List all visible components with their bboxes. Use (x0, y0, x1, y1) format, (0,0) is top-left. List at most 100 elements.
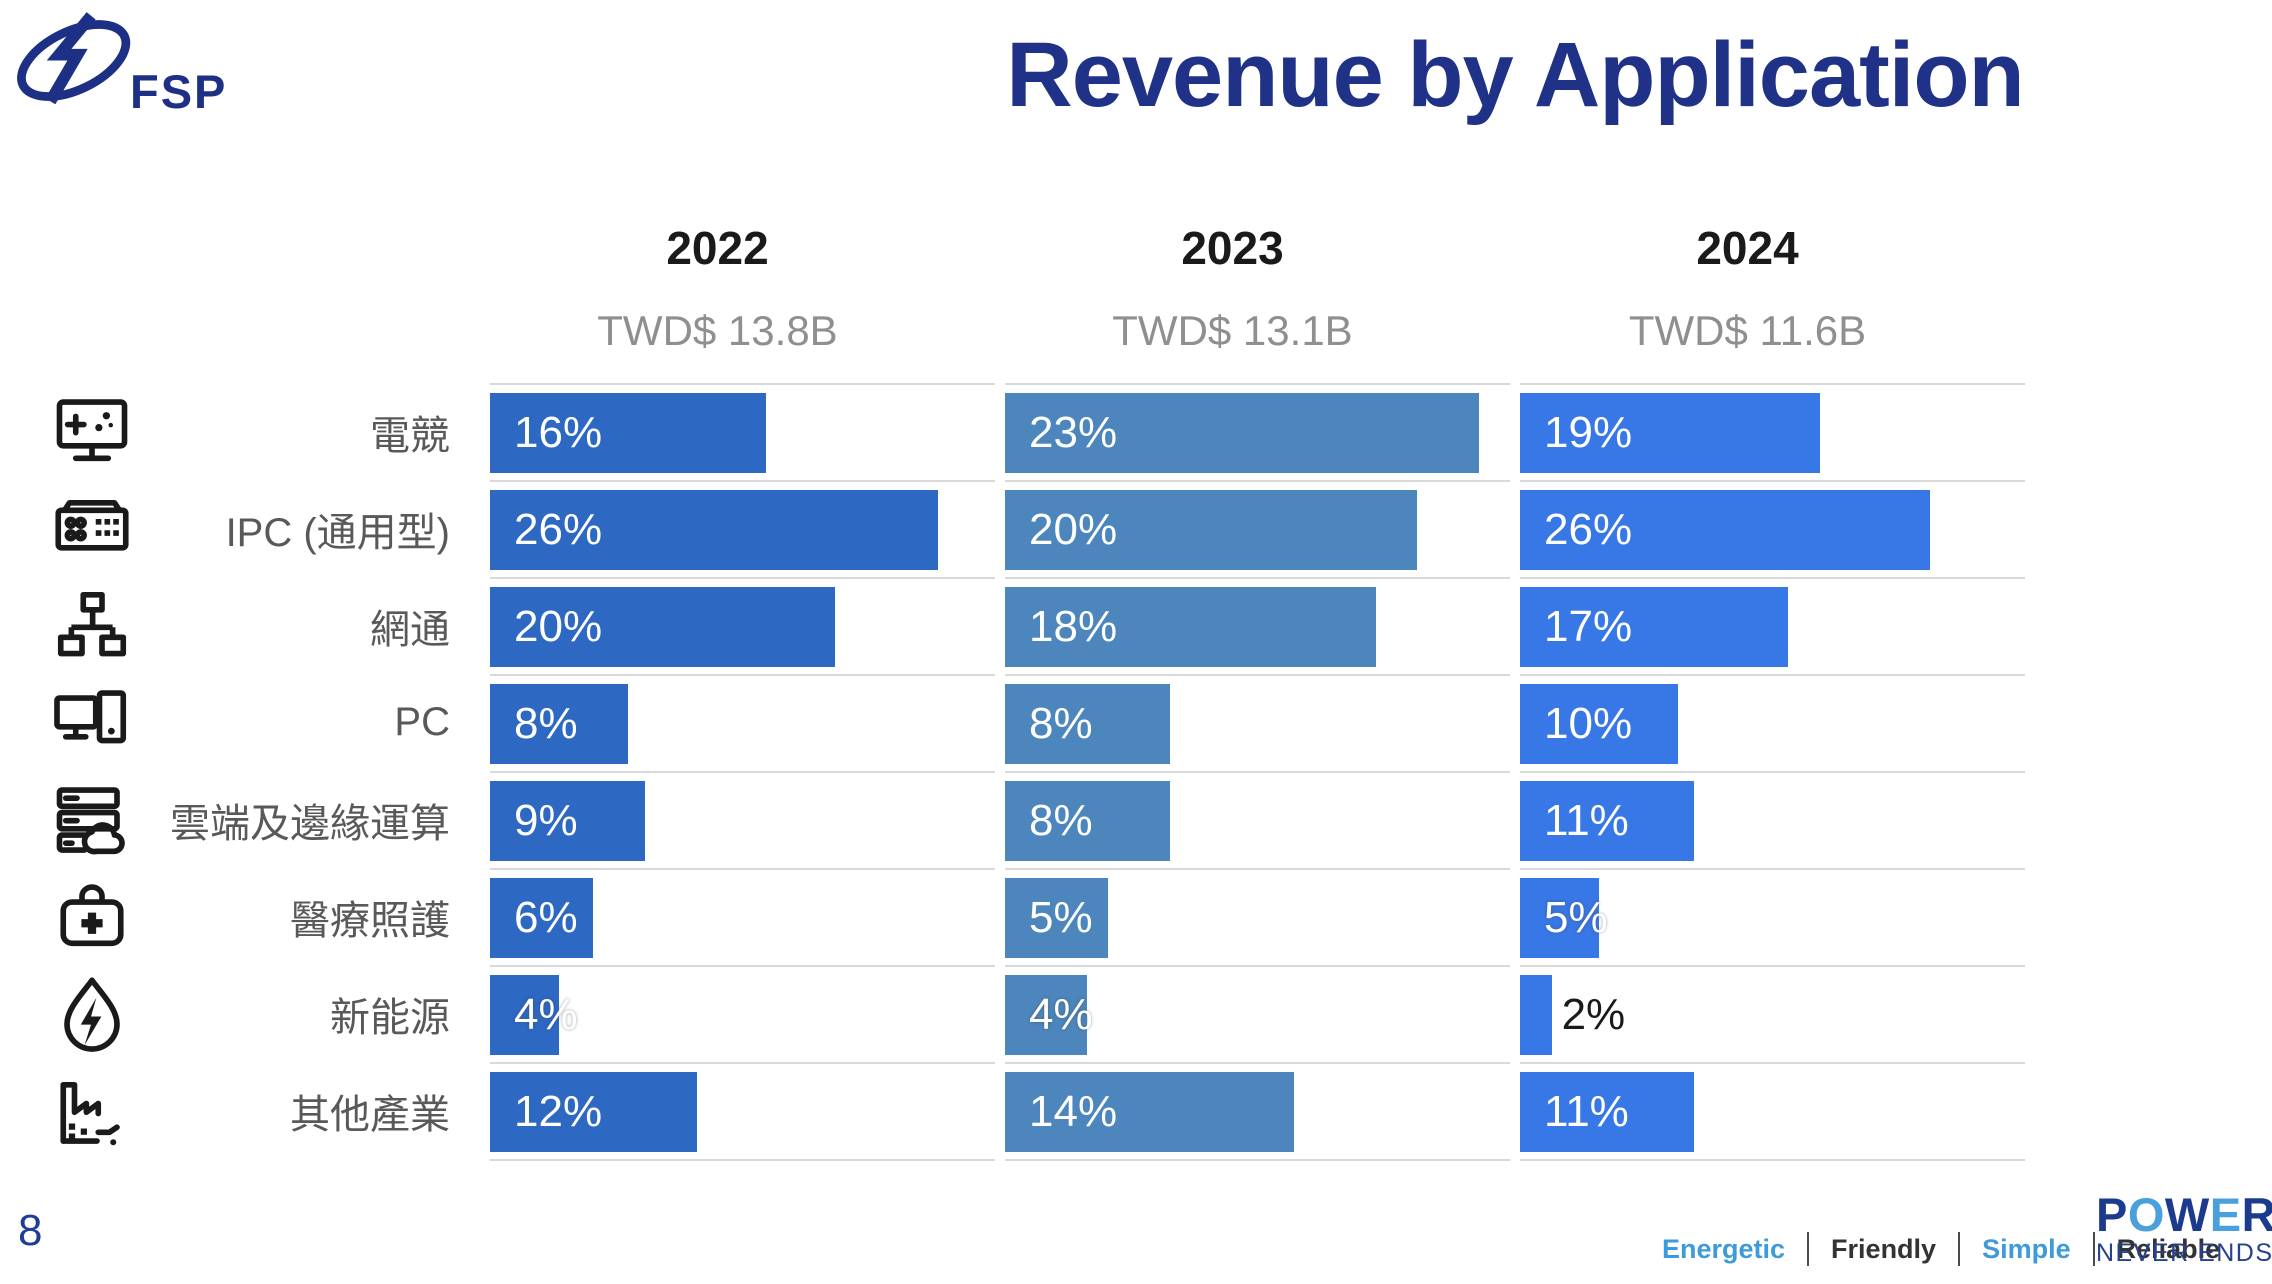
year-revenue: TWD$ 13.8B (597, 307, 838, 354)
bar-row: 11% (1520, 1062, 2025, 1159)
bar-value-label: 8% (514, 698, 578, 748)
category-label: 雲端及邊緣運算 (170, 801, 450, 846)
year-label: 2022 (666, 222, 769, 274)
footer-value-label: Reliable (2116, 1233, 2221, 1264)
new-energy-icon (52, 974, 132, 1054)
category-row: 醫療照護 (52, 868, 450, 965)
bar: 12% (490, 1071, 697, 1152)
category-row: 其他產業 (52, 1062, 450, 1159)
year-revenue: TWD$ 11.6B (1628, 307, 1867, 354)
category-row: PC (52, 674, 450, 771)
power-letter: E (2209, 1188, 2242, 1241)
bar-value-label: 26% (514, 504, 603, 554)
category-label: 新能源 (330, 995, 450, 1040)
bar-value-label: 6% (514, 892, 578, 942)
fsp-logo-text: FSP (130, 65, 228, 118)
year-header: 2024 TWD$ 11.6B (1495, 222, 2000, 356)
category-label: 網通 (370, 607, 450, 652)
bar: 14% (1005, 1071, 1294, 1152)
fsp-logo: FSP (8, 8, 258, 120)
bar-row: 8% (1005, 674, 1510, 771)
factory-icon (52, 1071, 132, 1151)
bar-row: 16% (490, 383, 995, 480)
bar: 10% (1520, 683, 1678, 764)
category-row: 雲端及邊緣運算 (52, 771, 450, 868)
bar-row: 23% (1005, 383, 1510, 480)
bar-row: 8% (490, 674, 995, 771)
category-label: 醫療照護 (290, 898, 450, 943)
footer-value-label: Friendly (1831, 1233, 1937, 1264)
category-row: 電競 (52, 383, 450, 480)
year-bar-track: 16% 26% 20% 8% 9% 6% 4% 12% (490, 383, 995, 1161)
bar-row: 19% (1520, 383, 2025, 480)
bar: 19% (1520, 392, 1820, 473)
category-row: IPC (通用型) (52, 480, 450, 577)
bar: 17% (1520, 586, 1789, 667)
bar-row: 20% (1005, 480, 1510, 577)
bar-value-label: 20% (514, 601, 603, 651)
bar: 5% (1005, 877, 1109, 958)
bar: 9% (490, 780, 646, 861)
footer-separator (1958, 1232, 1961, 1266)
bar-row: 10% (1520, 674, 2025, 771)
bar-row: 11% (1520, 771, 2025, 868)
ipc-icon (52, 489, 132, 569)
bar: 5% (1520, 877, 1608, 958)
bar: 16% (490, 392, 766, 473)
bar: 18% (1005, 586, 1377, 667)
bar: 8% (1005, 683, 1170, 764)
bar: 23% (1005, 392, 1480, 473)
bar-value-label: 5% (1029, 892, 1093, 942)
year-header: 2023 TWD$ 13.1B (980, 222, 1485, 356)
year-label: 2023 (1181, 222, 1284, 274)
power-never-ends-logo: POWER NEVER ENDS (2096, 1191, 2272, 1268)
bar (1520, 974, 1552, 1055)
year-label: 2024 (1696, 222, 1799, 274)
bar-value-label: 8% (1029, 698, 1093, 748)
bar-value-label: 11% (1544, 795, 1629, 845)
bar: 26% (490, 489, 939, 570)
bar-value-label: 18% (1029, 601, 1118, 651)
category-label: 其他產業 (290, 1092, 450, 1137)
bar: 20% (490, 586, 835, 667)
slide-title: Revenue by Application (1006, 24, 2024, 126)
footer-value-label: Simple (1982, 1233, 2071, 1264)
footer-separator (2092, 1232, 2095, 1266)
bar-value-label: 2% (1561, 989, 1626, 1039)
bar: 11% (1520, 780, 1694, 861)
bar-row: 4% (490, 965, 995, 1062)
category-label: IPC (通用型) (225, 510, 450, 555)
bar-row: 2% (1520, 965, 2025, 1062)
bar: 20% (1005, 489, 1418, 570)
bar-value-label: 17% (1544, 601, 1633, 651)
footer-value-label: Energetic (1662, 1233, 1786, 1264)
bar-row: 14% (1005, 1062, 1510, 1159)
bar-row: 4% (1005, 965, 1510, 1062)
bar: 11% (1520, 1071, 1694, 1152)
bar-value-label: 4% (514, 989, 578, 1039)
bar: 4% (490, 974, 578, 1055)
bar-value-label: 9% (514, 795, 578, 845)
bar-row: 5% (1005, 868, 1510, 965)
bar-value-label: 5% (1544, 892, 1608, 942)
year-bar-track: 19% 26% 17% 10% 11% 5% 2% 11% (1520, 383, 2025, 1161)
bar-value-label: 4% (1029, 989, 1093, 1039)
year-revenue: TWD$ 13.1B (1112, 307, 1353, 354)
category-row: 網通 (52, 577, 450, 674)
power-letter: O (2127, 1188, 2165, 1241)
bar-value-label: 11% (1544, 1086, 1629, 1136)
bar-row: 12% (490, 1062, 995, 1159)
bar-row: 20% (490, 577, 995, 674)
bar-row: 6% (490, 868, 995, 965)
fsp-logo-mark-icon (17, 12, 131, 105)
gaming-monitor-icon (52, 392, 132, 472)
bar-value-label: 20% (1029, 504, 1118, 554)
footer-values: Energetic Friendly Simple Reliable (1662, 1232, 2220, 1266)
bar: 6% (490, 877, 594, 958)
bar-row: 26% (1520, 480, 2025, 577)
year-header: 2022 TWD$ 13.8B (465, 222, 970, 356)
category-row: 新能源 (52, 965, 450, 1062)
bar-value-label: 14% (1029, 1086, 1118, 1136)
network-icon (52, 586, 132, 666)
